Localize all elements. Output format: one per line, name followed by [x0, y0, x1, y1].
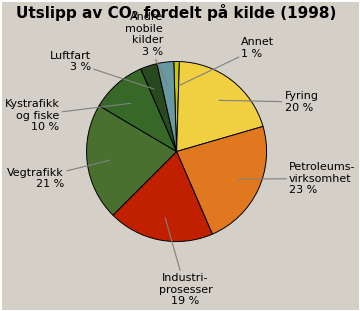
Wedge shape: [86, 106, 177, 215]
Wedge shape: [157, 62, 177, 151]
Title: Utslipp av CO₂ fordelt på kilde (1998): Utslipp av CO₂ fordelt på kilde (1998): [17, 4, 337, 21]
Text: Andre
mobile
kilder
3 %: Andre mobile kilder 3 %: [125, 12, 167, 85]
Text: Industri-
prosesser
19 %: Industri- prosesser 19 %: [159, 218, 212, 306]
Wedge shape: [177, 126, 267, 234]
Wedge shape: [177, 62, 263, 151]
Text: Petroleums-
virksomhet
23 %: Petroleums- virksomhet 23 %: [238, 162, 356, 195]
Wedge shape: [141, 64, 177, 151]
Wedge shape: [113, 151, 212, 242]
Text: Kystrafikk
og fiske
10 %: Kystrafikk og fiske 10 %: [5, 99, 131, 132]
Text: Luftfart
3 %: Luftfart 3 %: [50, 51, 154, 89]
Text: Vegtrafikk
21 %: Vegtrafikk 21 %: [7, 160, 109, 189]
Text: Annet
1 %: Annet 1 %: [179, 37, 275, 86]
Wedge shape: [99, 69, 177, 151]
Wedge shape: [174, 62, 179, 151]
Text: Fyring
20 %: Fyring 20 %: [219, 91, 319, 113]
